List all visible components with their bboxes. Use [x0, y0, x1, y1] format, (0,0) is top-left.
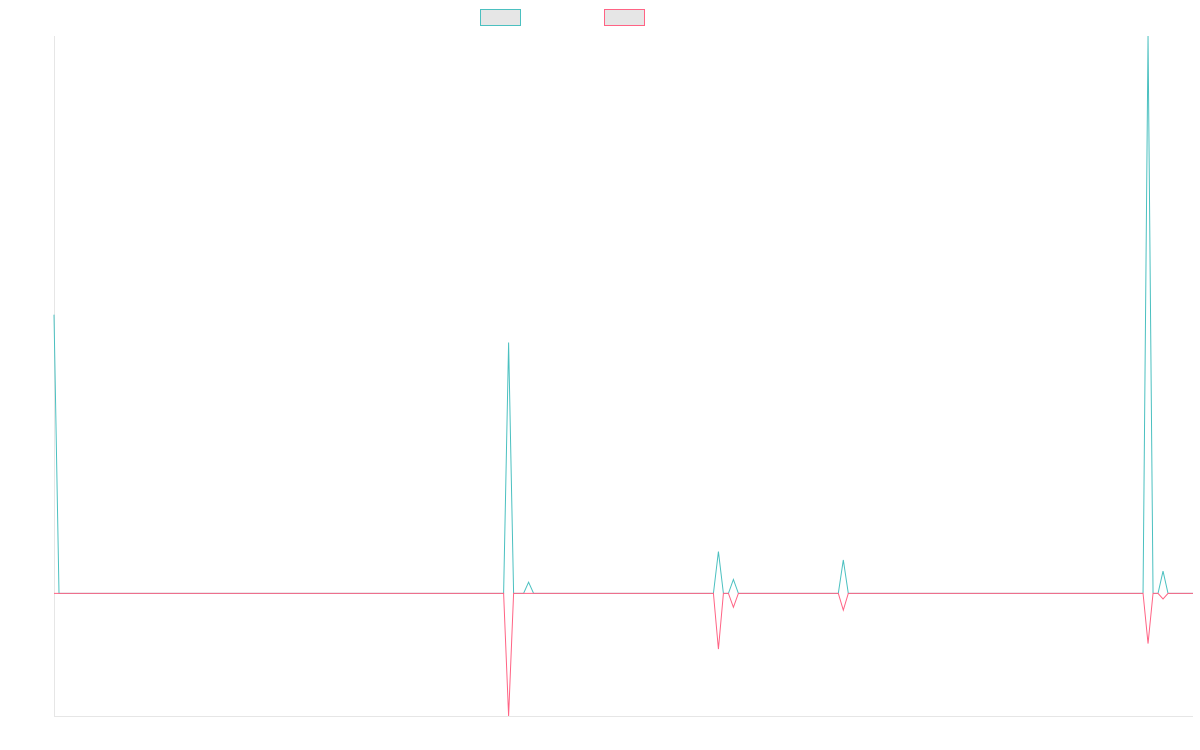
- legend[interactable]: [480, 9, 645, 26]
- legend-item-2[interactable]: [604, 9, 645, 26]
- series-line-2: [54, 592, 1193, 717]
- legend-swatch-1[interactable]: [480, 9, 521, 26]
- series-line-1: [53, 35, 1193, 594]
- legend-swatch-2[interactable]: [604, 9, 645, 26]
- series-layer: [53, 35, 1193, 717]
- legend-item-1[interactable]: [480, 9, 521, 26]
